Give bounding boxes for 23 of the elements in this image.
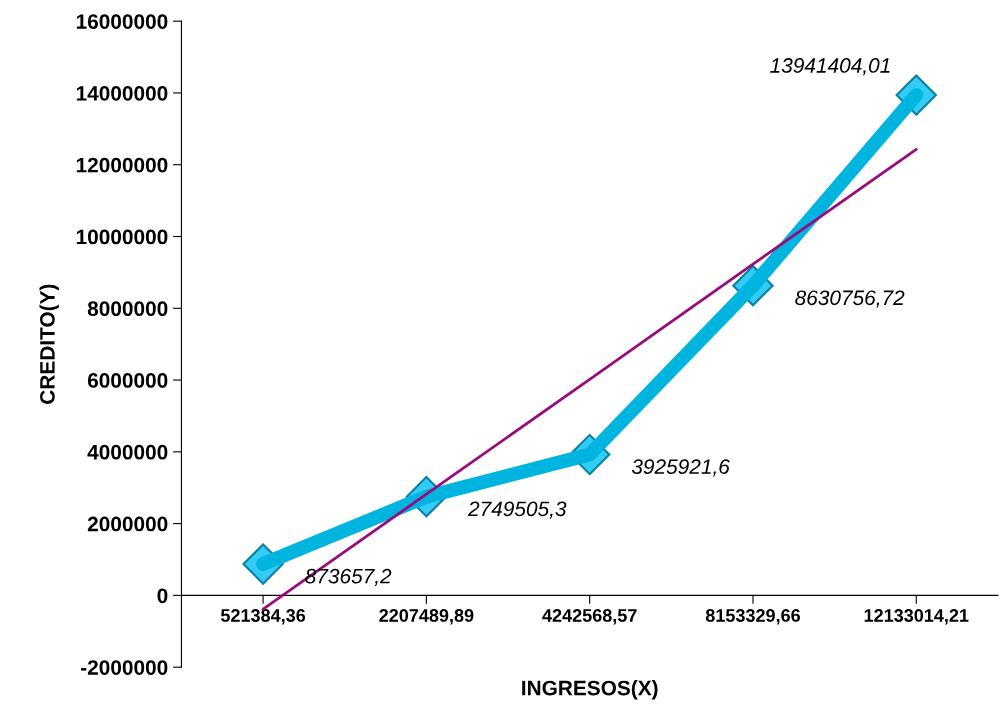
y-tick-label: 6000000 (87, 373, 168, 388)
line-series (261, 147, 918, 611)
x-tick-label: 521384,36 (220, 609, 306, 625)
x-tick-label: 12133014,21 (864, 609, 969, 625)
data-label: 873657,2 (305, 568, 392, 586)
y-axis-title: CREDITO(Y) (39, 284, 59, 404)
y-tick-label: -2000000 (81, 660, 168, 675)
data-label: 8630756,72 (795, 290, 905, 308)
y-tick-label: 8000000 (87, 301, 168, 317)
x-axis-title: INGRESOS(X) (522, 680, 658, 700)
y-tick-label: 4000000 (87, 444, 168, 460)
data-label: 2749505,3 (467, 501, 567, 519)
x-tick-label: 4242568,57 (542, 609, 637, 625)
x-tick-label: 2207489,89 (379, 609, 474, 625)
x-tick-label: 8153329,66 (705, 609, 801, 625)
data-label: 13941404,01 (770, 58, 890, 76)
y-tick-label: 0 (157, 588, 168, 604)
y-tick-label: 14000000 (76, 85, 168, 101)
y-tick-label: 12000000 (76, 157, 168, 173)
y-tick-label: 16000000 (76, 14, 168, 29)
y-tick-label: 2000000 (87, 516, 168, 532)
y-tick-label: 10000000 (76, 229, 168, 245)
data-label: 3925921,6 (631, 459, 730, 477)
